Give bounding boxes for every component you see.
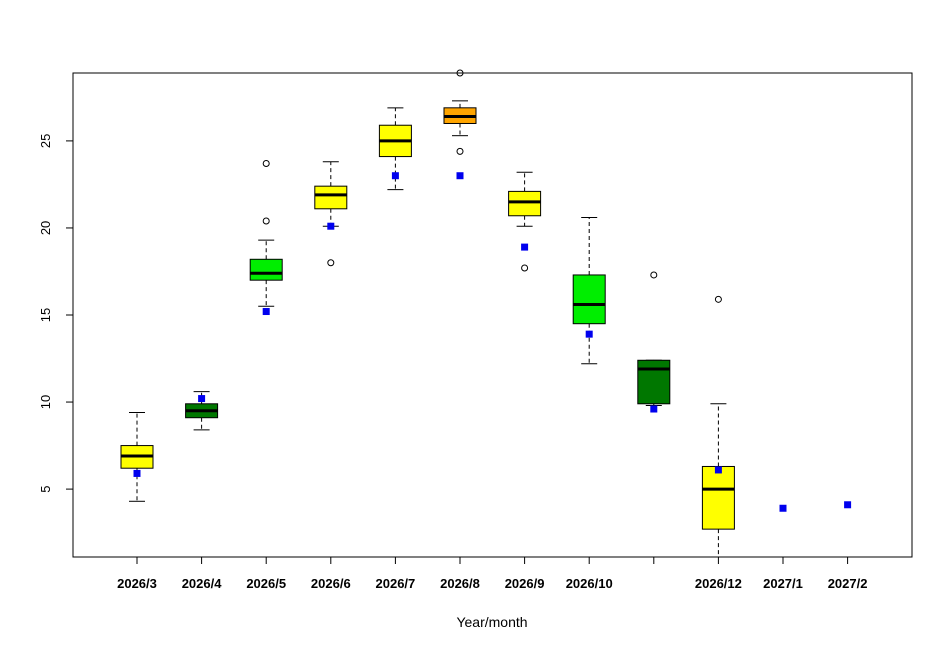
- mean-marker: [456, 172, 464, 180]
- outlier-point: [456, 147, 464, 155]
- x-tick-label: 2026/12: [695, 576, 742, 591]
- mean-marker: [133, 469, 141, 477]
- mean-marker: [391, 172, 399, 180]
- mean-marker: [262, 308, 270, 316]
- box: [314, 185, 348, 210]
- x-tick-label: 2026/9: [505, 576, 545, 591]
- mean-marker: [650, 405, 658, 413]
- x-tick-label: 2026/6: [311, 576, 351, 591]
- y-axis: 5 10 15 20 25: [38, 134, 73, 493]
- outlier-point: [262, 160, 270, 168]
- x-tick-label: 2027/2: [828, 576, 868, 591]
- box: [508, 190, 542, 217]
- outlier-point: [262, 217, 270, 225]
- box: [701, 465, 735, 530]
- x-tick-label: 2026/4: [182, 576, 223, 591]
- mean-marker: [327, 222, 335, 230]
- outlier-point: [327, 259, 335, 267]
- plot-frame: [72, 72, 913, 558]
- mean-marker: [779, 504, 787, 512]
- x-tick-label: 2026/8: [440, 576, 480, 591]
- outlier-point: [650, 271, 658, 279]
- y-tick-label: 5: [38, 485, 53, 492]
- outlier-point: [714, 295, 722, 303]
- box: [249, 258, 283, 281]
- y-tick-label: 20: [38, 221, 53, 235]
- x-tick-label: 2026/10: [566, 576, 613, 591]
- x-tick-label: 2027/1: [763, 576, 803, 591]
- x-tick-label: 2026/3: [117, 576, 157, 591]
- y-tick-label: 15: [38, 308, 53, 322]
- box-series: [120, 69, 852, 558]
- outlier-point: [456, 69, 464, 77]
- x-axis: 2026/3 2026/4 2026/5 2026/6 2026/7 2026/8 2026…: [117, 557, 867, 591]
- box: [572, 274, 606, 325]
- y-tick-label: 25: [38, 134, 53, 148]
- x-tick-label: 2026/5: [246, 576, 286, 591]
- outlier-point: [521, 264, 529, 272]
- mean-marker: [714, 466, 722, 474]
- y-tick-label: 10: [38, 395, 53, 409]
- box: [637, 359, 671, 405]
- x-axis-title: Year/month: [456, 614, 527, 630]
- mean-marker: [198, 395, 206, 403]
- mean-marker: [844, 501, 852, 509]
- mean-marker: [585, 330, 593, 338]
- mean-marker: [521, 243, 529, 251]
- x-tick-label: 2026/7: [376, 576, 416, 591]
